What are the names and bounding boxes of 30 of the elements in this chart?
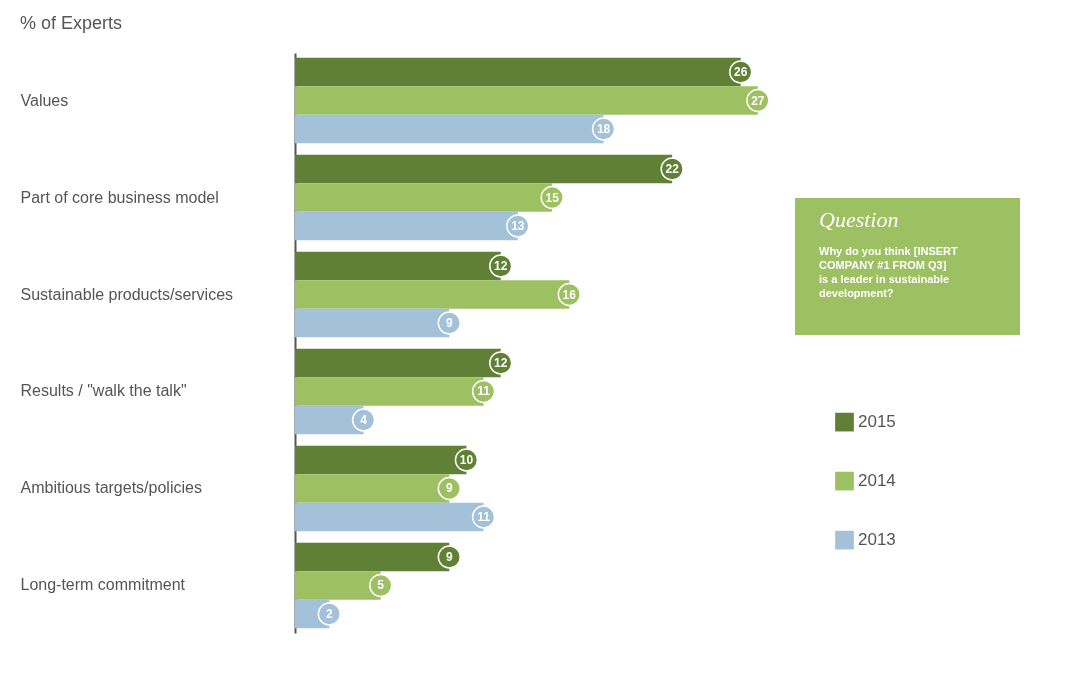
data-label: 18 bbox=[596, 121, 611, 136]
y-tick-label: Ambitious targets/policies bbox=[20, 479, 202, 497]
data-label: 13 bbox=[511, 218, 525, 233]
legend-label: 2014 bbox=[858, 471, 896, 491]
data-label: 5 bbox=[377, 578, 385, 593]
text: % of Experts bbox=[20, 13, 123, 33]
y-tick-label: Values bbox=[20, 91, 69, 109]
y-tick-label: Long-term commitment bbox=[20, 576, 186, 594]
data-label: 9 bbox=[445, 315, 453, 330]
data-label: 9 bbox=[445, 550, 453, 565]
data-label: 12 bbox=[494, 259, 508, 274]
y-tick-label: Sustainable products/services bbox=[20, 285, 234, 303]
data-label: 10 bbox=[459, 453, 474, 468]
legend-label: 2013 bbox=[858, 530, 896, 550]
data-label: 11 bbox=[477, 509, 491, 524]
legend-label: 2015 bbox=[858, 412, 896, 432]
y-tick-label: Results / "walk the talk" bbox=[20, 382, 187, 400]
text: Question bbox=[819, 207, 899, 232]
data-label: 2 bbox=[325, 606, 333, 621]
data-label: 12 bbox=[494, 356, 508, 371]
text: Why do you think [INSERT COMPANY #1 FROM Q3] is a leader in sustainable development? bbox=[819, 245, 958, 299]
data-label: 4 bbox=[360, 412, 368, 427]
data-label: 16 bbox=[562, 287, 577, 302]
data-label: 26 bbox=[734, 65, 748, 80]
data-label: 9 bbox=[445, 481, 453, 496]
data-label: 15 bbox=[545, 190, 560, 205]
y-tick-label: Part of core business model bbox=[20, 188, 219, 206]
data-label: 27 bbox=[751, 93, 765, 108]
data-label: 22 bbox=[665, 162, 680, 177]
data-label: 11 bbox=[477, 384, 491, 399]
